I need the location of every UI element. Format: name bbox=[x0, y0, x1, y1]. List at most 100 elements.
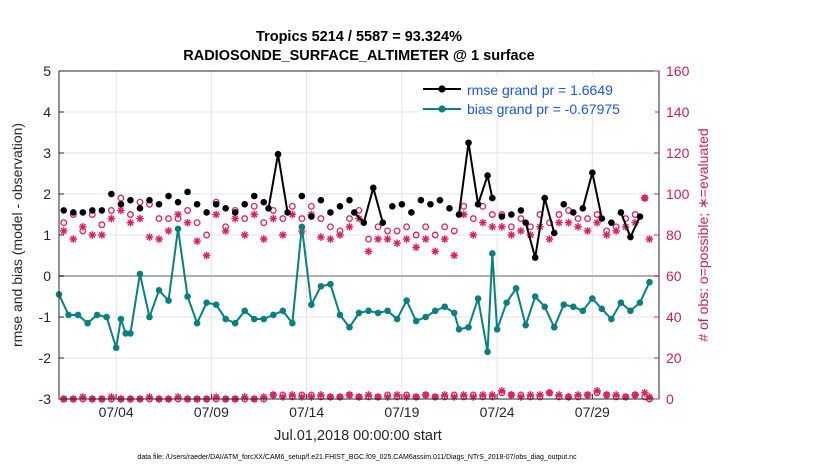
bias-marker bbox=[336, 311, 344, 319]
rmse-marker bbox=[484, 172, 491, 179]
rmse-marker bbox=[317, 196, 325, 204]
evaluated_bottom-marker bbox=[574, 391, 582, 399]
evaluated_bottom-marker bbox=[564, 393, 573, 401]
possible-marker bbox=[203, 231, 211, 239]
x-tick-label: 07/24 bbox=[480, 404, 515, 420]
evaluated_bottom-marker bbox=[336, 393, 344, 401]
rmse-marker bbox=[350, 209, 358, 216]
legend-rmse-label: rmse grand pr = 1.6649 bbox=[467, 82, 613, 98]
evaluated-marker bbox=[431, 247, 439, 256]
rmse-marker bbox=[60, 207, 68, 214]
bias-marker bbox=[531, 293, 539, 300]
rmse-marker bbox=[250, 192, 258, 200]
y-tick-label: 0 bbox=[43, 268, 51, 284]
possible-marker bbox=[431, 231, 439, 239]
y-axis-ticks: -3 -2 -1 0 1 2 3 4 5 bbox=[39, 63, 64, 407]
y-right-tick-label: 0 bbox=[666, 391, 674, 407]
y-right-tick-label: 20 bbox=[666, 350, 682, 366]
possible-marker bbox=[193, 219, 201, 227]
rmse-marker bbox=[174, 198, 182, 206]
possible-marker bbox=[517, 215, 525, 223]
rmse-marker bbox=[155, 200, 163, 208]
rmse-marker bbox=[193, 200, 201, 208]
bias-marker bbox=[489, 250, 496, 257]
obs-count-markers bbox=[59, 194, 654, 403]
evaluated_bottom-marker bbox=[383, 393, 392, 401]
evaluated-marker bbox=[79, 223, 87, 231]
rmse-marker bbox=[541, 194, 549, 202]
rmse-marker bbox=[89, 207, 96, 214]
rmse-marker bbox=[265, 205, 272, 212]
evaluated_bottom-marker bbox=[498, 387, 506, 395]
bias-marker bbox=[455, 326, 463, 333]
bias-marker bbox=[393, 315, 401, 323]
bias-marker bbox=[103, 313, 110, 321]
possible-marker bbox=[288, 202, 296, 210]
evaluated_bottom-marker bbox=[602, 391, 611, 399]
possible-marker bbox=[126, 211, 134, 218]
possible-marker bbox=[593, 211, 601, 218]
rmse-marker bbox=[550, 229, 558, 237]
x-tick-label: 07/04 bbox=[99, 404, 134, 420]
rmse-marker bbox=[636, 213, 644, 220]
x-tick-label: 07/19 bbox=[384, 404, 419, 420]
rmse-marker bbox=[455, 211, 463, 218]
evaluated_bottom-marker bbox=[526, 391, 535, 399]
evaluated-marker bbox=[164, 227, 173, 235]
possible-marker bbox=[241, 215, 249, 223]
y-right-tick-label: 80 bbox=[666, 227, 682, 243]
possible-marker bbox=[574, 215, 582, 223]
legend-bias-label: bias grand pr = -0.67975 bbox=[467, 101, 620, 117]
bias-marker bbox=[484, 348, 491, 356]
rmse-marker bbox=[474, 200, 482, 208]
evaluated-marker bbox=[440, 235, 449, 243]
evaluated-marker bbox=[393, 239, 401, 247]
evaluated-marker bbox=[174, 210, 182, 219]
bias-marker bbox=[431, 307, 439, 315]
evaluated-marker bbox=[583, 227, 592, 235]
evaluated-marker bbox=[250, 210, 259, 219]
evaluated_bottom-marker bbox=[450, 393, 459, 401]
rmse-marker bbox=[408, 209, 415, 216]
bias-marker bbox=[346, 323, 353, 331]
possible-marker bbox=[326, 223, 334, 231]
rmse-marker bbox=[498, 213, 506, 220]
rmse-marker bbox=[212, 200, 220, 208]
evaluated-marker bbox=[317, 233, 325, 241]
evaluated_bottom-marker bbox=[593, 387, 601, 395]
possible-marker bbox=[155, 215, 163, 223]
evaluated_bottom-marker bbox=[612, 391, 620, 399]
y-tick-label: 2 bbox=[43, 186, 51, 202]
evaluated_bottom-marker bbox=[240, 393, 249, 401]
rmse-marker bbox=[98, 207, 106, 214]
bias-marker bbox=[503, 299, 510, 306]
evaluated_bottom-marker bbox=[469, 393, 478, 401]
possible-marker bbox=[346, 215, 353, 223]
evaluated-marker bbox=[612, 227, 620, 235]
y-tick-label: -2 bbox=[39, 350, 52, 366]
possible-marker bbox=[298, 215, 306, 223]
rmse-marker bbox=[617, 209, 625, 216]
evaluated-marker bbox=[574, 223, 582, 231]
possible-marker bbox=[584, 215, 592, 223]
evaluated-marker bbox=[126, 218, 135, 227]
evaluated-marker bbox=[564, 218, 573, 227]
bias-marker bbox=[260, 315, 268, 323]
evaluated-marker bbox=[326, 235, 335, 243]
bias-marker bbox=[279, 307, 287, 315]
bias-marker bbox=[598, 305, 606, 313]
bias-marker bbox=[355, 309, 363, 317]
bias-marker bbox=[450, 309, 458, 317]
rmse-marker bbox=[241, 200, 249, 208]
possible-marker bbox=[469, 215, 477, 223]
possible-marker bbox=[412, 231, 420, 239]
evaluated-marker bbox=[602, 231, 611, 239]
possible-marker bbox=[165, 215, 172, 223]
rmse-marker bbox=[398, 200, 406, 208]
bias-marker bbox=[269, 311, 277, 319]
bias-line bbox=[58, 226, 651, 353]
rmse-line bbox=[267, 154, 289, 213]
rmse-marker bbox=[360, 219, 368, 226]
bias-marker bbox=[569, 303, 577, 311]
evaluated_bottom-marker bbox=[488, 391, 497, 399]
